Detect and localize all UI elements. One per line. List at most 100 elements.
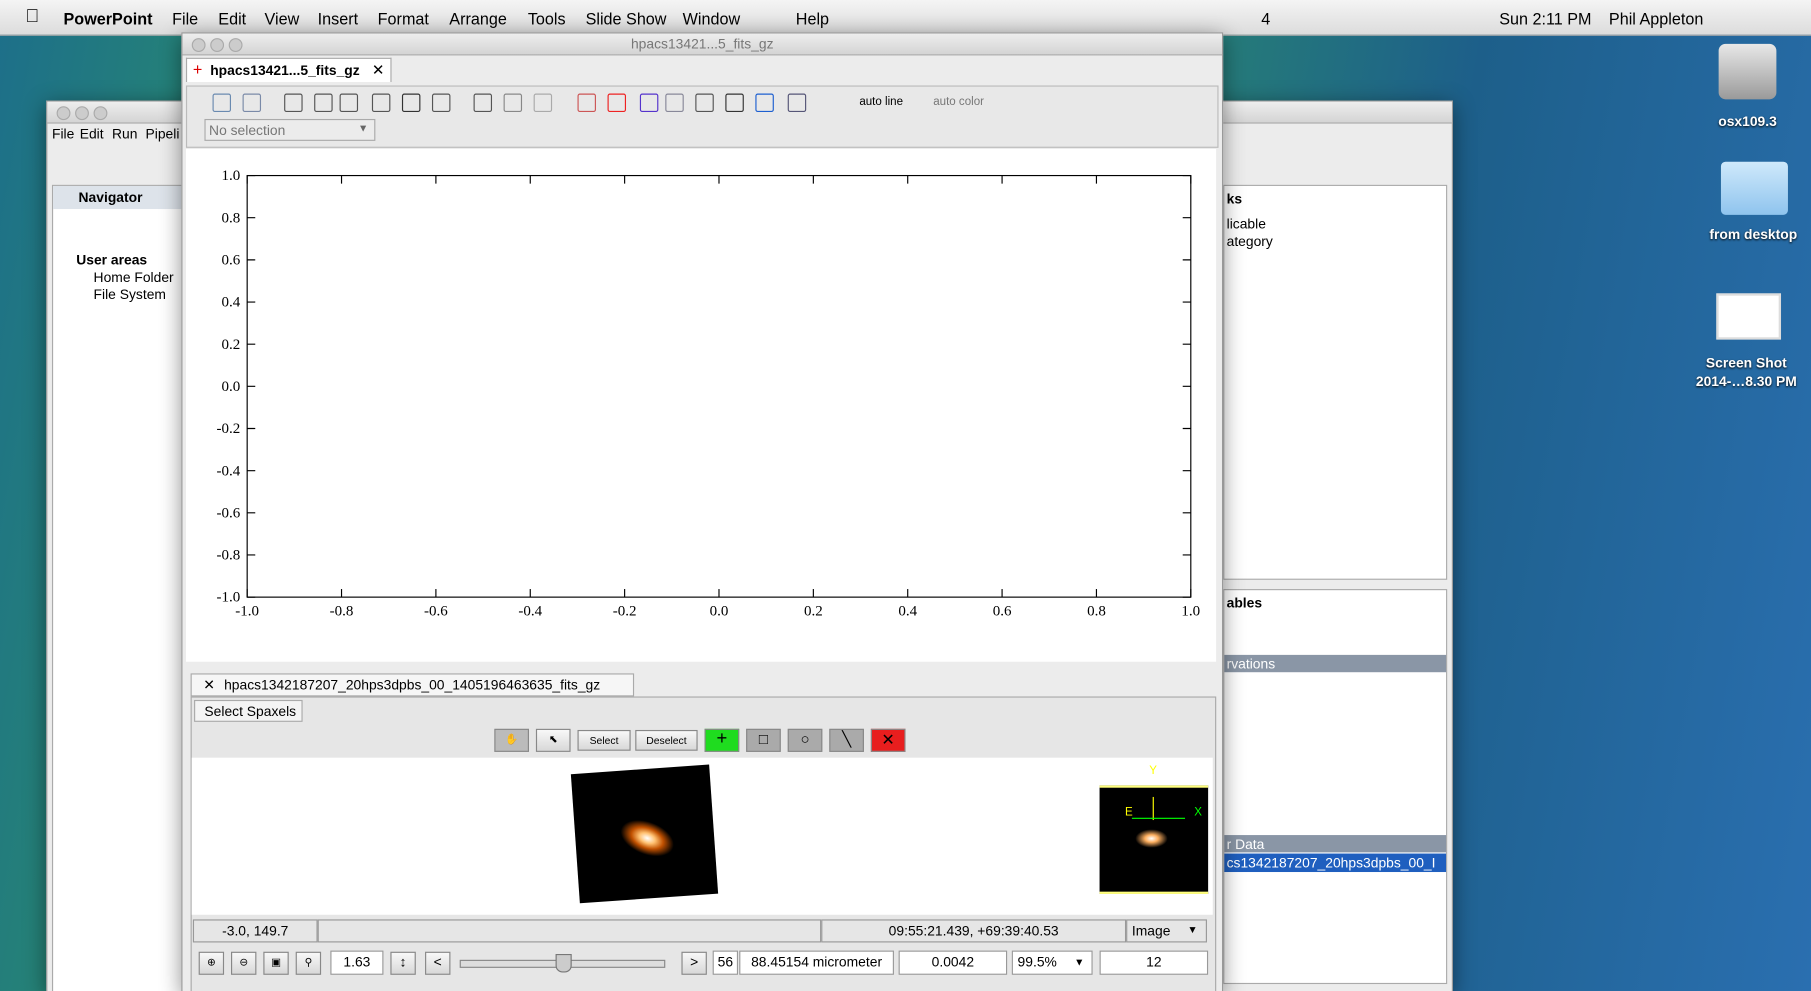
tab-title[interactable]: hpacs13421...5_fits_gz xyxy=(210,62,360,79)
zoom-button[interactable] xyxy=(228,38,243,52)
folder-icon[interactable] xyxy=(1720,161,1788,215)
ellipse-tool[interactable]: ○ xyxy=(787,728,823,752)
toolbar-icon[interactable] xyxy=(755,93,774,113)
cube-tab[interactable]: ✕ hpacs1342187207_20hps3dpbs_00_14051964… xyxy=(190,673,635,697)
tree-item[interactable]: Home Folder xyxy=(93,269,174,286)
zoom-button[interactable] xyxy=(93,106,108,121)
slice-field[interactable]: 56 xyxy=(712,950,739,975)
toolbar-icon[interactable] xyxy=(473,93,493,113)
toolbar-icon[interactable] xyxy=(787,93,807,113)
minimize-button[interactable] xyxy=(210,38,225,52)
prev-button[interactable]: < xyxy=(425,951,451,975)
mode-dropdown[interactable]: Image xyxy=(1126,919,1207,943)
toolbar-icon[interactable] xyxy=(725,93,744,113)
menu-item[interactable]: File xyxy=(172,9,199,28)
tab-close[interactable]: ✕ xyxy=(203,676,215,693)
deselect-button[interactable]: Deselect xyxy=(635,729,698,751)
minimize-button[interactable] xyxy=(75,106,89,121)
toolbar-icon[interactable] xyxy=(284,93,303,113)
x-tick-label: 0.4 xyxy=(898,604,917,620)
toolbar-icon[interactable] xyxy=(314,93,333,113)
toolbar-icon[interactable] xyxy=(212,93,231,113)
status-count[interactable]: 4 xyxy=(1261,9,1271,28)
zoom-out[interactable]: ⊖ xyxy=(231,951,257,975)
menu-item[interactable]: Pipeli xyxy=(145,125,180,143)
selected-row[interactable]: cs1342187207_20hps3dpbs_00_I xyxy=(1224,853,1447,873)
zoom-fit[interactable]: ▣ xyxy=(263,951,289,975)
selected-item[interactable]: cs1342187207_20hps3dpbs_00_I xyxy=(1226,854,1436,871)
select-button[interactable]: Select xyxy=(577,729,631,751)
toolbar-icon[interactable] xyxy=(242,93,262,113)
menu-item[interactable]: Arrange xyxy=(449,9,507,28)
toolbar-icon[interactable] xyxy=(665,93,684,113)
menu-item[interactable]: Edit xyxy=(79,125,104,143)
pointer-tool[interactable]: ⬉ xyxy=(535,728,571,752)
zoom-tool[interactable]: ⚲ xyxy=(295,951,322,975)
menu-item[interactable]: Edit xyxy=(218,9,247,28)
menu-item[interactable]: View xyxy=(264,9,300,28)
menu-item[interactable]: Slide Show xyxy=(585,9,667,28)
menu-item[interactable]: Window xyxy=(682,9,741,28)
toolbar-icon[interactable] xyxy=(339,93,359,113)
panel-tab[interactable]: ks xyxy=(1226,190,1243,207)
line-tool[interactable]: ╲ xyxy=(829,728,864,752)
auto-color[interactable]: auto color xyxy=(933,95,984,109)
toolbar-icon[interactable] xyxy=(401,93,421,113)
tree-item[interactable]: User areas xyxy=(76,251,148,268)
subtab[interactable]: Select Spaxels xyxy=(194,699,303,722)
dropdown-arrow[interactable]: ▼ xyxy=(1187,924,1198,936)
menu-item[interactable]: Tools xyxy=(527,9,566,28)
menu-item[interactable]: Format xyxy=(377,9,429,28)
x-tick-label: 0.8 xyxy=(1087,604,1106,620)
slider-thumb[interactable] xyxy=(555,954,572,973)
toolbar-icon[interactable] xyxy=(503,93,523,113)
zoom-in[interactable]: ⊕ xyxy=(198,951,225,975)
close-button[interactable] xyxy=(191,38,206,52)
apple-menu[interactable]:  xyxy=(25,7,39,28)
cube-tab-title[interactable]: hpacs1342187207_20hps3dpbs_00_1405196463… xyxy=(224,676,601,693)
add-tool[interactable]: + xyxy=(704,728,740,752)
delete-tool[interactable]: ✕ xyxy=(870,728,906,752)
icon-label[interactable]: 2014-…8.30 PM xyxy=(1695,373,1797,390)
dropdown-arrow[interactable]: ▼ xyxy=(1074,956,1085,968)
menu-item[interactable]: Run xyxy=(112,125,138,143)
icon-label[interactable]: Screen Shot xyxy=(1705,354,1787,371)
y-tick-label: 0.2 xyxy=(221,337,240,353)
zoom-field[interactable]: 1.63 xyxy=(330,950,384,975)
menu-item[interactable]: Help xyxy=(795,9,830,28)
user-name[interactable]: Phil Appleton xyxy=(1608,9,1704,28)
screenshot-icon[interactable] xyxy=(1716,293,1782,340)
menu-item[interactable]: File xyxy=(51,125,75,143)
toolbar-icon[interactable] xyxy=(607,93,627,113)
toolbar-icon[interactable] xyxy=(577,93,596,113)
tab-close[interactable]: ✕ xyxy=(371,61,385,79)
panel-tab[interactable]: ables xyxy=(1226,594,1263,611)
tree-item[interactable]: File System xyxy=(93,286,166,303)
dropdown-arrow[interactable]: ▼ xyxy=(358,122,369,134)
toolbar-icon[interactable] xyxy=(695,93,714,113)
document-tab[interactable]: hpacs13421...5_fits_gz + ✕ xyxy=(185,57,392,83)
toolbar-icon[interactable] xyxy=(533,93,553,113)
close-button[interactable] xyxy=(56,106,71,121)
disk-icon[interactable] xyxy=(1718,43,1777,100)
cut-dropdown[interactable]: 99.5% xyxy=(1011,950,1093,975)
rect-tool[interactable]: □ xyxy=(746,728,781,752)
toolbar: auto line auto color No selection ▼ xyxy=(185,85,1219,148)
toolbar-icon[interactable] xyxy=(431,93,451,113)
clock[interactable]: Sun 2:11 PM xyxy=(1499,9,1592,28)
toolbar-icon[interactable] xyxy=(371,93,391,113)
auto-line[interactable]: auto line xyxy=(859,95,903,109)
subtab-title[interactable]: Select Spaxels xyxy=(204,703,297,720)
selection-dropdown[interactable]: No selection ▼ xyxy=(204,118,376,141)
next-button[interactable]: > xyxy=(681,951,707,975)
icon-label[interactable]: osx109.3 xyxy=(1718,113,1777,130)
panel-title[interactable]: Navigator xyxy=(78,189,143,206)
flip-button[interactable]: ↕ xyxy=(390,951,416,975)
selection-text[interactable]: No selection xyxy=(209,122,286,139)
toolbar-icon[interactable] xyxy=(639,93,659,113)
app-menu[interactable]: PowerPoint xyxy=(63,9,153,28)
pan-tool[interactable]: ✋ xyxy=(494,728,529,752)
icon-label[interactable]: from desktop xyxy=(1709,226,1798,243)
panel-tab[interactable] xyxy=(53,185,183,210)
menu-item[interactable]: Insert xyxy=(317,9,359,28)
